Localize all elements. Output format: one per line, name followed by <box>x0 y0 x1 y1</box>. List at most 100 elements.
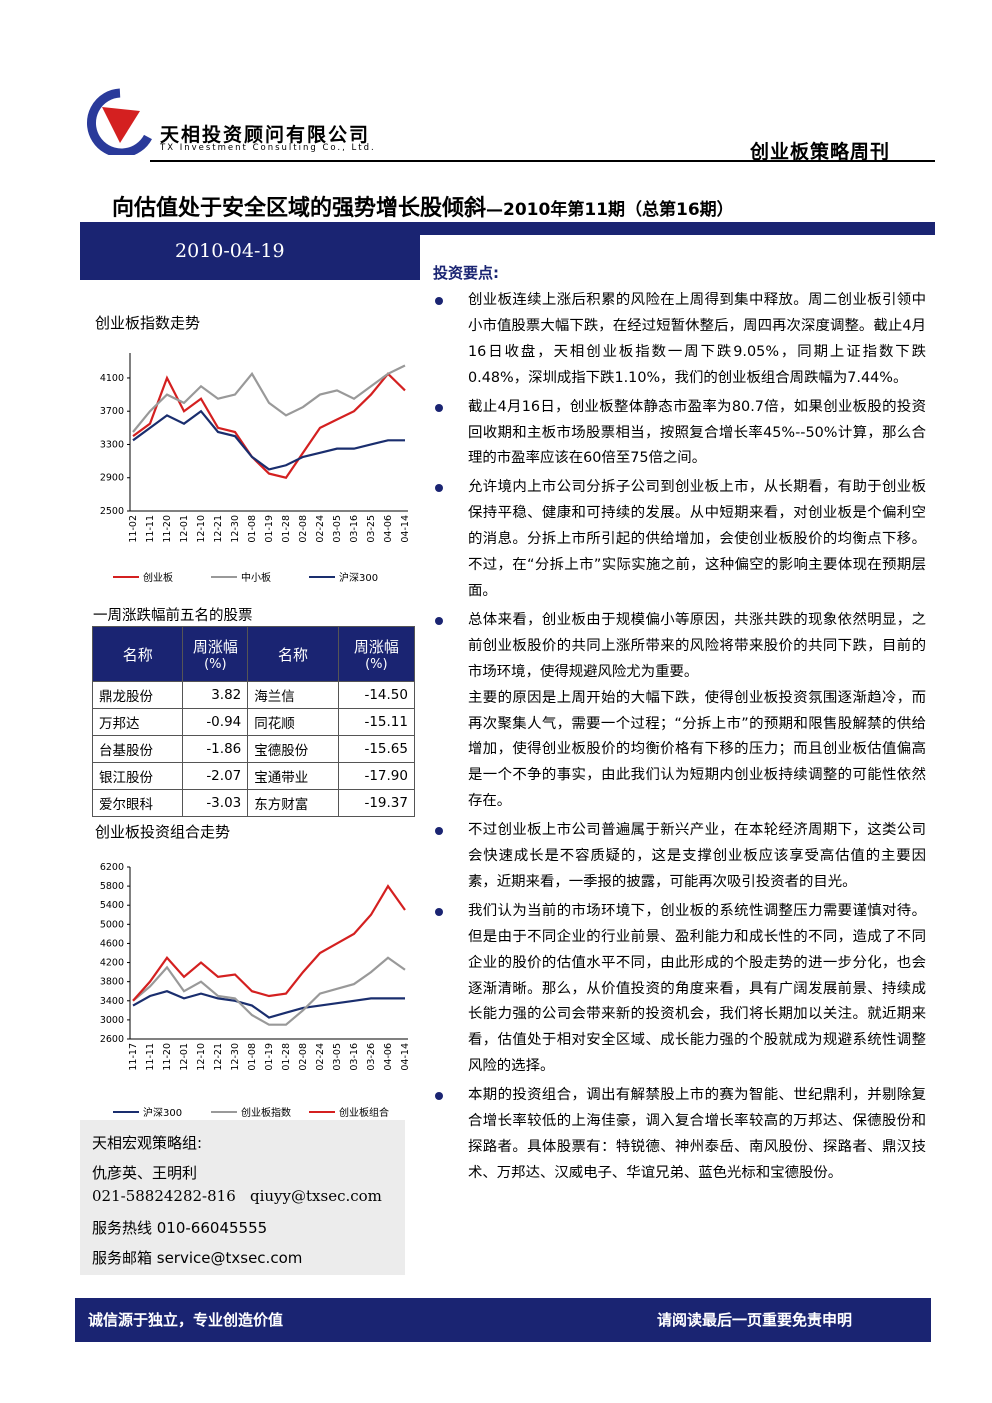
bullet-text: 不过创业板上市公司普遍属于新兴产业，在本轮经济周期下，这类公司会快速成长是不容质… <box>468 822 926 890</box>
header-cell: 周涨幅 (%) <box>182 626 249 682</box>
row: 银江股份 -2.07 宝通带业 -17.90 <box>91 762 416 790</box>
y-tick-label: 3800 <box>100 977 124 988</box>
x-tick-label: 01-28 <box>281 515 292 543</box>
cell: 爱尔眼科 <box>91 789 184 817</box>
title-issue: —2010年第11期（总第16期） <box>486 200 734 220</box>
service-email: 服务邮箱 service@txsec.com <box>92 1249 303 1267</box>
x-tick-label: 04-14 <box>400 515 411 543</box>
hotline: 服务热线 010-66045555 <box>92 1219 268 1237</box>
key-points: 创业板连续上涨后积累的风险在上周得到集中释放。周二创业板引领中小市值股票大幅下跌… <box>432 288 926 1190</box>
footer-right: 请阅读最后一页重要免责申明 <box>657 1311 853 1329</box>
y-tick-label: 2600 <box>100 1034 124 1045</box>
x-tick-label: 04-06 <box>383 1043 394 1071</box>
bullet: 不过创业板上市公司普遍属于新兴产业，在本轮经济周期下，这类公司会快速成长是不容质… <box>432 818 926 896</box>
header-row: 名称 周涨幅 (%) 名称 周涨幅 (%) <box>91 626 416 682</box>
x-tick-label: 11-20 <box>162 1043 173 1071</box>
cell: 万邦达 <box>91 708 184 736</box>
x-tick-label: 02-08 <box>298 515 309 543</box>
y-tick-label: 2500 <box>100 506 124 517</box>
contact-authors: 仇彦英、王明利 <box>92 1164 198 1182</box>
y-tick-label: 4200 <box>100 958 124 969</box>
x-tick-label: 02-24 <box>315 515 326 543</box>
cell: 东方财富 <box>247 789 339 817</box>
cell: 银江股份 <box>91 762 184 790</box>
row: 爱尔眼科 -3.03 东方财富 -19.37 <box>91 789 416 817</box>
table: 名称 周涨幅 (%) 名称 周涨幅 (%) 鼎龙股份 3.82 海兰信 -14.50 万邦达 -0.9… <box>91 626 416 817</box>
cell: 台基股份 <box>91 735 184 763</box>
y-tick-label: 4600 <box>100 938 124 949</box>
x-tick-label: 12-30 <box>230 1043 241 1071</box>
cell: -19.37 <box>337 789 416 817</box>
cell: 宝通带业 <box>247 762 339 790</box>
bullet: 创业板连续上涨后积累的风险在上周得到集中释放。周二创业板引领中小市值股票大幅下跌… <box>432 288 926 392</box>
x-tick-label: 12-21 <box>213 1043 224 1071</box>
bullet-text: 总体来看，创业板由于规模偏小等原因，共涨共跌的现象依然明显，之前创业板股价的共同… <box>468 611 926 680</box>
bullet: 允许境内上市公司分拆子公司到创业板上市，从长期看，有助于创业板保持平稳、健康和可… <box>432 475 926 605</box>
title-main: 向估值处于安全区域的强势增长股倾斜 <box>112 196 487 221</box>
bullet: 本期的投资组合，调出有解禁股上市的赛为智能、世纪鼎利，并剔除复合增长率较低的上海… <box>432 1083 926 1187</box>
legend-label: 创业板组合 <box>339 1106 389 1119</box>
cell: -0.94 <box>182 708 249 736</box>
bullet: 总体来看，创业板由于规模偏小等原因，共涨共跌的现象依然明显，之前创业板股价的共同… <box>432 608 926 815</box>
x-tick-label: 03-16 <box>349 515 360 543</box>
x-tick-label: 11-02 <box>128 515 139 543</box>
x-tick-label: 12-01 <box>179 1043 190 1071</box>
contact-group: 天相宏观策略组: <box>92 1134 203 1152</box>
y-tick-label: 5400 <box>100 900 124 911</box>
x-tick-label: 12-30 <box>230 515 241 543</box>
bullet-text: 允许境内上市公司分拆子公司到创业板上市，从长期看，有助于创业板保持平稳、健康和可… <box>468 479 926 599</box>
company-cn: 天相投资顾问有限公司 <box>160 124 371 146</box>
y-tick-label: 6200 <box>100 862 124 873</box>
row: 台基股份 -1.86 宝德股份 -15.65 <box>91 735 416 763</box>
footer <box>75 1298 931 1342</box>
cell: 宝德股份 <box>247 735 339 763</box>
header-text: 周涨幅 <box>353 638 399 656</box>
cell: -15.11 <box>337 708 416 736</box>
cell: -2.07 <box>182 762 249 790</box>
bullet-text: 我们认为当前的市场环境下，创业板的系统性调整压力需要谨慎对待。但是由于不同企业的… <box>468 902 926 1075</box>
cell: -14.50 <box>337 681 416 709</box>
x-tick-label: 04-14 <box>400 1043 411 1071</box>
header-text: 名称 <box>122 645 153 664</box>
x-tick-label: 03-16 <box>349 1043 360 1071</box>
cell: 鼎龙股份 <box>91 681 184 709</box>
y-tick-label: 3400 <box>100 996 124 1007</box>
y-tick-label: 5800 <box>100 881 124 892</box>
x-tick-label: 03-05 <box>332 1043 343 1071</box>
company-en: TX Investment Consulting Co., Ltd. <box>160 143 376 153</box>
y-tick-label: 3700 <box>100 406 124 417</box>
bullet-dot <box>435 403 443 412</box>
logo-arc <box>87 88 152 155</box>
cell: -17.90 <box>337 762 416 790</box>
bullet: 截止4月16日，创业板整体静态市盈率为80.7倍，如果创业板股的投资回收期和主板… <box>432 395 926 473</box>
contact-email: qiuyy@txsec.com <box>250 1187 382 1205</box>
row: 鼎龙股份 3.82 海兰信 -14.50 <box>91 681 416 709</box>
x-tick-label: 01-08 <box>247 515 258 543</box>
x-tick-label: 12-10 <box>196 515 207 543</box>
y-tick-label: 3000 <box>100 1015 124 1026</box>
x-tick-label: 01-08 <box>247 1043 258 1071</box>
contact-panel <box>80 1120 405 1275</box>
rule <box>150 160 935 162</box>
cell: 同花顺 <box>247 708 339 736</box>
bullet-text: 本期的投资组合，调出有解禁股上市的赛为智能、世纪鼎利，并剔除复合增长率较低的上海… <box>468 1087 926 1181</box>
bullet-dot <box>435 1092 443 1101</box>
x-tick-label: 04-06 <box>383 515 394 543</box>
contact-phone: 021-58824282-816 <box>92 1187 236 1205</box>
x-tick-label: 01-19 <box>264 515 275 543</box>
bullet-dot <box>435 827 443 836</box>
y-tick-label: 5000 <box>100 919 124 930</box>
key-heading: 投资要点: <box>433 264 499 282</box>
cell: -1.86 <box>182 735 249 763</box>
table-title: 一周涨跌幅前五名的股票 <box>93 608 253 624</box>
title: 向估值处于安全区域的强势增长股倾斜—2010年第11期（总第16期） <box>112 190 734 222</box>
logo <box>87 88 152 155</box>
x-tick-label: 01-28 <box>281 1043 292 1071</box>
bullet-text: 主要的原因是上周开始的大幅下跌，使得创业板投资氛围逐渐趋冷，而再次聚集人气，需要… <box>468 689 926 810</box>
legend-label: 创业板指数 <box>241 1106 291 1119</box>
date: 2010-04-19 <box>175 240 285 262</box>
cell: -3.03 <box>182 789 249 817</box>
chart: 2600 3000 3400 3800 4200 4600 5000 5400 5800 6200… <box>100 862 411 1119</box>
publication: 创业板策略周刊 <box>750 141 891 163</box>
